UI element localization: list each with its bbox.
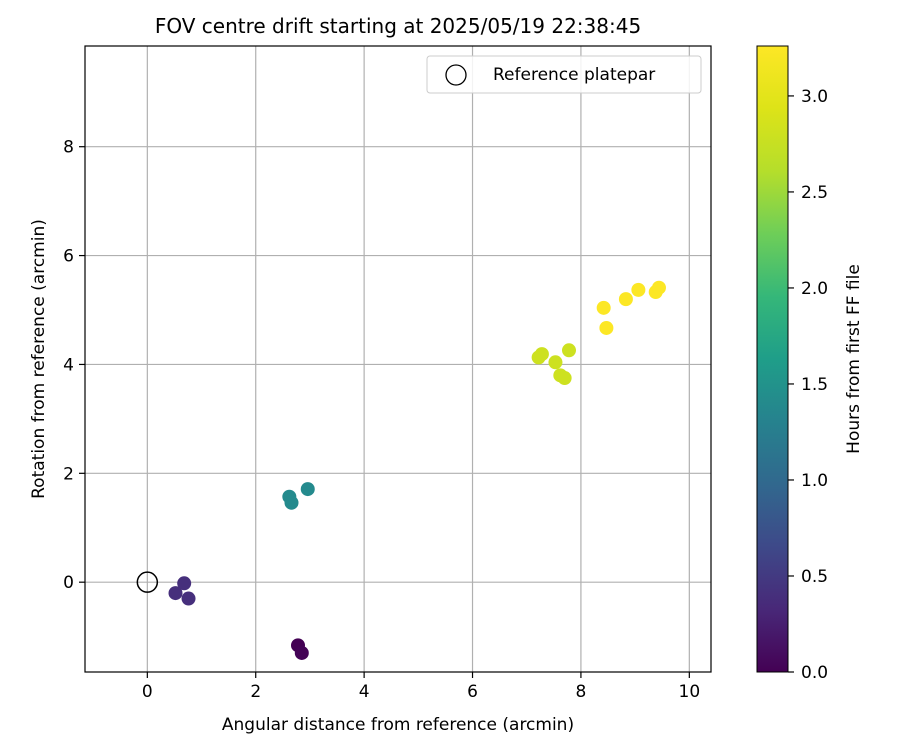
y-tick-label: 6 (63, 247, 74, 267)
colorbar-gradient (756, 45, 789, 673)
reference-platepar-marker (136, 571, 159, 593)
legend-marker-reference (445, 64, 467, 86)
data-point (557, 371, 572, 386)
legend-box (426, 55, 702, 94)
chart-title: FOV centre drift starting at 2025/05/19 … (155, 14, 641, 38)
data-point (561, 343, 576, 358)
data-point (618, 292, 633, 307)
data-point (599, 320, 614, 335)
colorbar-tick-label: 3.0 (801, 87, 828, 107)
x-tick-label: 10 (679, 682, 701, 702)
y-axis: 0 2 4 6 8 (63, 138, 85, 593)
data-point (596, 300, 611, 315)
grid-layer (85, 46, 711, 672)
data-point (181, 591, 196, 606)
colorbar-tick-label: 2.5 (801, 183, 828, 203)
data-point (300, 482, 315, 497)
data-point (631, 282, 646, 297)
x-axis: 0 2 4 6 8 10 (142, 672, 700, 702)
data-point (177, 576, 192, 591)
y-axis-label: Rotation from reference (arcmin) (29, 219, 49, 499)
colorbar-tick-label: 0.5 (801, 567, 828, 587)
colorbar-label: Hours from first FF file (844, 264, 864, 454)
colorbar-tick-label: 1.5 (801, 375, 828, 395)
data-point (294, 645, 309, 660)
x-tick-label: 0 (142, 682, 153, 702)
colorbar: 0.0 0.5 1.0 1.5 2.0 2.5 3.0 Hours from first F… (756, 45, 864, 683)
colorbar-tick-label: 0.0 (801, 663, 828, 683)
data-point (534, 347, 549, 362)
y-tick-label: 8 (63, 138, 74, 158)
y-tick-label: 0 (63, 573, 74, 593)
x-axis-label: Angular distance from reference (arcmin) (222, 715, 574, 735)
plot-frame (84, 45, 712, 673)
x-tick-label: 4 (359, 682, 370, 702)
colorbar-tick-label: 2.0 (801, 279, 828, 299)
y-tick-label: 2 (63, 464, 74, 484)
colorbar-ticks: 0.0 0.5 1.0 1.5 2.0 2.5 3.0 (788, 87, 828, 683)
data-point (284, 495, 299, 510)
y-tick-label: 4 (63, 355, 74, 375)
x-tick-label: 8 (576, 682, 587, 702)
x-tick-label: 6 (467, 682, 478, 702)
data-point (168, 586, 183, 601)
points-layer (136, 280, 666, 660)
legend: Reference platepar (426, 55, 702, 94)
x-tick-label: 2 (250, 682, 261, 702)
data-point (548, 355, 563, 370)
colorbar-tick-label: 1.0 (801, 471, 828, 491)
data-point (651, 280, 666, 295)
legend-entry-reference: Reference platepar (493, 65, 655, 85)
